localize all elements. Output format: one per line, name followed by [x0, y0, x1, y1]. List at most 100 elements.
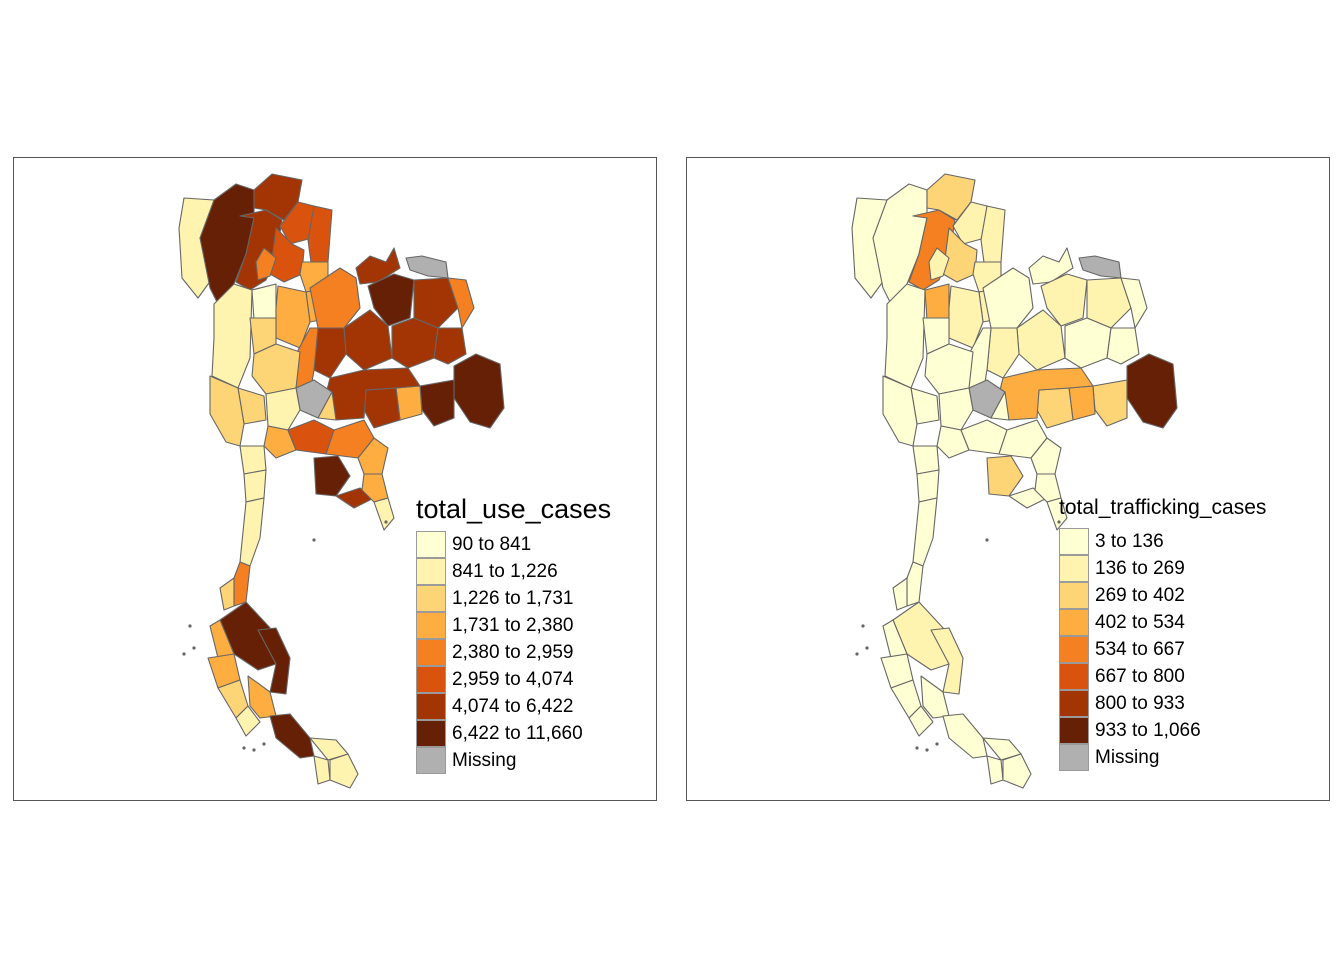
- legend-label: 841 to 1,226: [452, 560, 558, 582]
- island: [861, 624, 865, 628]
- island: [865, 646, 869, 650]
- province-ubon: [453, 353, 505, 429]
- legend-label: 1,731 to 2,380: [452, 614, 574, 636]
- province-sukhothai: [251, 283, 277, 321]
- legend-item: 2,959 to 4,074: [416, 666, 611, 693]
- province-narathiwat: [329, 753, 359, 789]
- legend-item: 933 to 1,066: [1059, 717, 1266, 744]
- legend-label: 3 to 136: [1095, 530, 1164, 552]
- province-chonburi: [313, 455, 351, 497]
- legend-item: 667 to 800: [1059, 663, 1266, 690]
- legend-item: 1,731 to 2,380: [416, 612, 611, 639]
- island: [182, 652, 186, 656]
- choropleth-map-trafficking: [851, 173, 1178, 789]
- legend-label: 534 to 667: [1095, 638, 1185, 660]
- legend-swatch: [416, 531, 446, 558]
- province-phetchaburi: [916, 469, 940, 503]
- legend-swatch: [416, 720, 446, 747]
- province-mae-hong-son: [872, 183, 928, 305]
- province-sakon: [413, 277, 459, 329]
- province-lamphun: [255, 247, 277, 281]
- legend-swatch: [1059, 582, 1089, 609]
- legend-item: 402 to 534: [1059, 609, 1266, 636]
- province-ratchaburi: [239, 445, 267, 475]
- legend-label: 136 to 269: [1095, 557, 1185, 579]
- province-tak: [211, 283, 253, 389]
- province-nong-khai: [355, 247, 401, 285]
- legend-use: total_use_cases 90 to 841 841 to 1,226 1,2…: [416, 493, 611, 774]
- province-phatthalung: [247, 675, 277, 719]
- province-central-a: [936, 425, 970, 459]
- province-bueng-kan: [405, 255, 449, 279]
- legend-label: 90 to 841: [452, 533, 532, 555]
- province-nakhon-phanom: [447, 277, 475, 329]
- province-phatthalung: [920, 675, 950, 719]
- province-sakon: [1086, 277, 1132, 329]
- legend-item: 136 to 269: [1059, 555, 1266, 582]
- province-nong-khai: [1028, 247, 1074, 285]
- province-lamphun: [928, 247, 950, 281]
- province-udon: [1040, 273, 1088, 327]
- province-central-a: [263, 425, 297, 459]
- province-chumphon: [233, 561, 251, 607]
- map-panel-total-use-cases: total_use_cases 90 to 841 841 to 1,226 1,2…: [13, 157, 657, 801]
- legend-item: 534 to 667: [1059, 636, 1266, 663]
- legend-swatch: [1059, 636, 1089, 663]
- province-layer: [851, 173, 1178, 789]
- map-panel-total-trafficking-cases: total_trafficking_cases 3 to 136 136 to 2…: [686, 157, 1330, 801]
- legend-swatch: [416, 639, 446, 666]
- legend-title: total_trafficking_cases: [1059, 496, 1267, 519]
- legend-label: 6,422 to 11,660: [452, 722, 583, 744]
- province-tak: [884, 283, 926, 389]
- province-nakhon-sawan: [924, 343, 974, 395]
- legend-item: Missing: [416, 747, 611, 774]
- legend-item: 1,226 to 1,731: [416, 585, 611, 612]
- province-yala: [986, 755, 1004, 785]
- province-songkhla: [269, 713, 315, 759]
- island: [935, 742, 939, 746]
- legend-item: 800 to 933: [1059, 690, 1266, 717]
- province-ubon: [1126, 353, 1178, 429]
- island: [188, 624, 192, 628]
- island: [855, 652, 859, 656]
- province-suphanburi: [938, 387, 974, 431]
- province-nakhon-phanom: [1120, 277, 1148, 329]
- legend-label: 2,959 to 4,074: [452, 668, 574, 690]
- legend-label: 933 to 1,066: [1095, 719, 1201, 741]
- province-chaiyaphum: [313, 327, 347, 379]
- legend-label: 1,226 to 1,731: [452, 587, 574, 609]
- province-narathiwat: [1002, 753, 1032, 789]
- legend-swatch: [1059, 663, 1089, 690]
- province-saraburi: [990, 391, 1010, 421]
- province-songkhla: [942, 713, 988, 759]
- province-chumphon: [906, 561, 924, 607]
- island: [242, 746, 246, 750]
- legend-item: 90 to 841: [416, 531, 611, 558]
- legend-swatch: [416, 666, 446, 693]
- legend-item: Missing: [1059, 744, 1266, 771]
- province-nakhon-sawan: [251, 343, 301, 395]
- province-mukdahan: [1106, 327, 1140, 365]
- legend-item: 4,074 to 6,422: [416, 693, 611, 720]
- legend-item: 6,422 to 11,660: [416, 720, 611, 747]
- province-udon: [367, 273, 415, 327]
- legend-swatch: [416, 612, 446, 639]
- province-nakhon-si: [257, 627, 291, 695]
- province-sukhothai: [924, 283, 950, 321]
- province-chaiyaphum: [986, 327, 1020, 379]
- legend-label: Missing: [452, 749, 517, 771]
- legend-label: 800 to 933: [1095, 692, 1185, 714]
- province-sisaket: [419, 379, 455, 427]
- legend-label: 2,380 to 2,959: [452, 641, 574, 663]
- province-saraburi: [317, 391, 337, 421]
- choropleth-map-use: [178, 173, 505, 789]
- legend-item: 2,380 to 2,959: [416, 639, 611, 666]
- province-bueng-kan: [1078, 255, 1122, 279]
- legend-swatch: [1059, 609, 1089, 636]
- island: [915, 746, 919, 750]
- province-mukdahan: [433, 327, 467, 365]
- island: [262, 742, 266, 746]
- island: [1057, 520, 1061, 524]
- legend-swatch: [416, 747, 446, 774]
- island: [192, 646, 196, 650]
